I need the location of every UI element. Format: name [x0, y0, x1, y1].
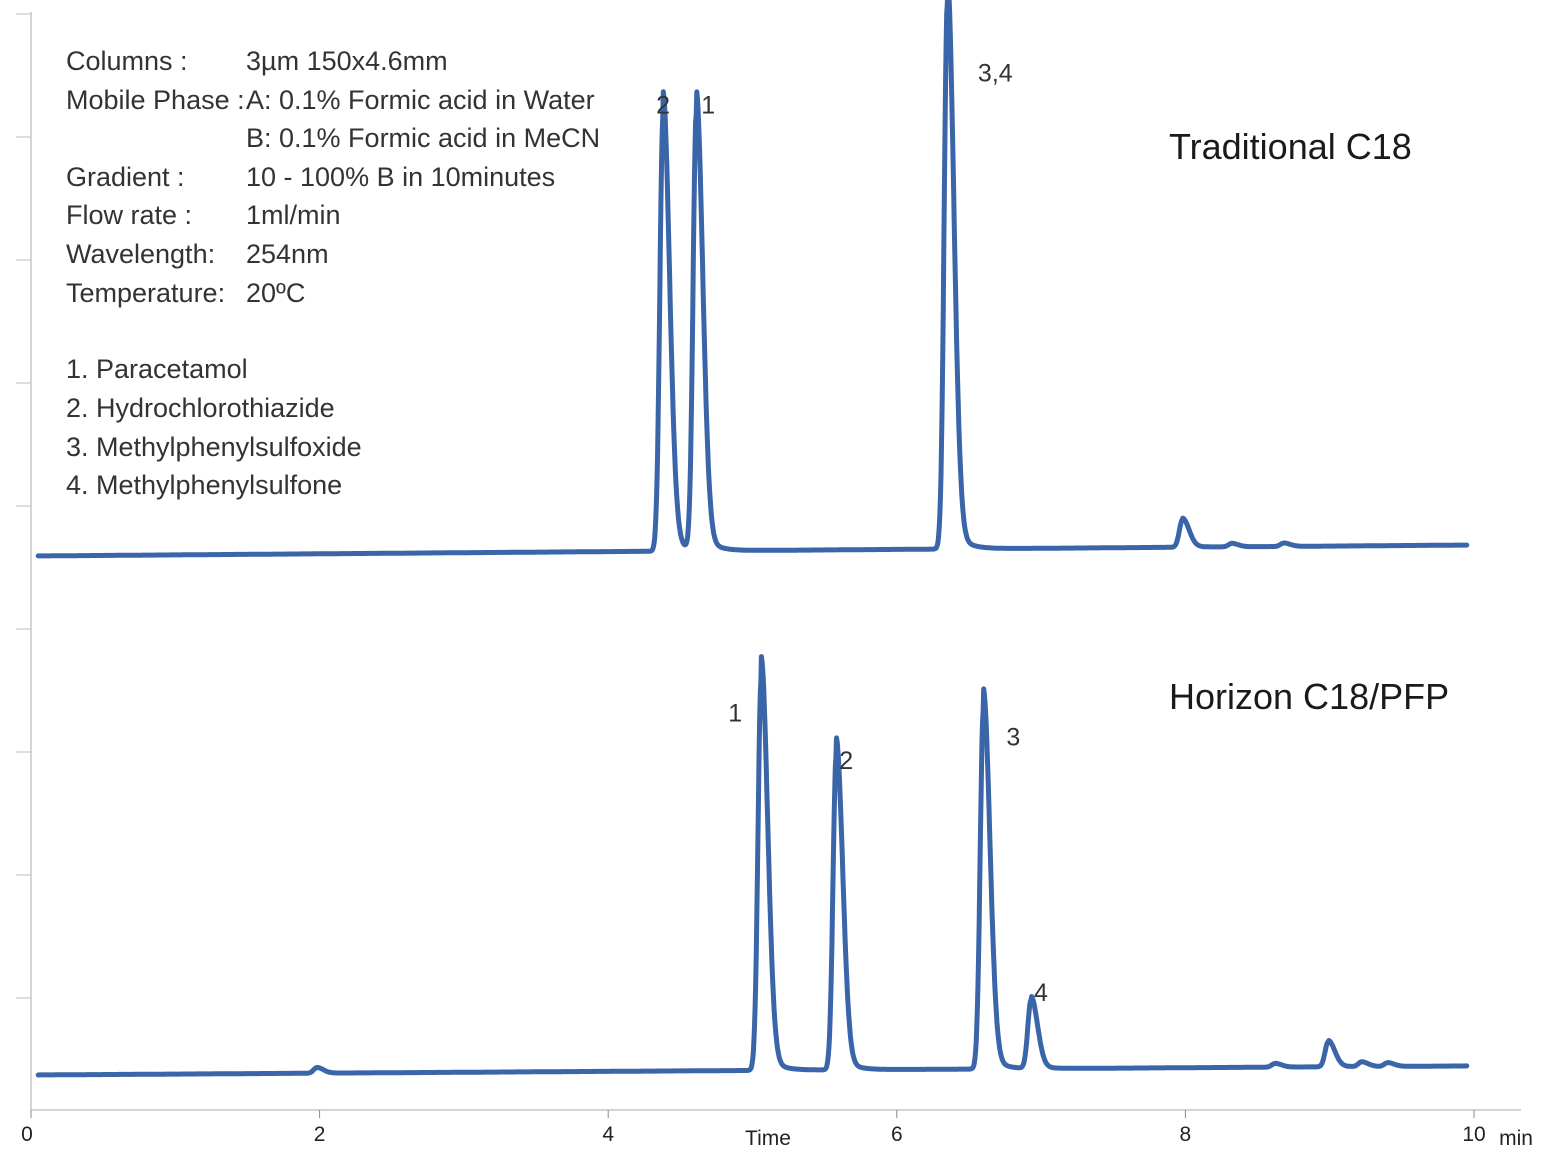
info-value: 3µm 150x4.6mm: [246, 46, 448, 76]
info-label: Flow rate :: [66, 200, 193, 231]
peak-label: 4: [1034, 979, 1048, 1007]
x-axis-title: Time: [745, 1127, 791, 1150]
panel-title-horizon: Horizon C18/PFP: [1169, 676, 1450, 717]
peak-label: 2: [656, 92, 670, 120]
info-label: Mobile Phase :: [66, 84, 245, 115]
info-value: 10 - 100% B in 10minutes: [246, 161, 556, 192]
peak-label: 2: [839, 747, 853, 775]
peak-label: 1: [701, 92, 715, 120]
info-value: A: 0.1% Formic acid in Water: [246, 84, 595, 115]
x-tick-label: 4: [602, 1123, 614, 1146]
x-tick-label: 2: [314, 1123, 326, 1146]
chromatogram-trace-traditional: [35, 0, 1470, 559]
compound-item: 3. Methylphenylsulfoxide: [66, 431, 362, 462]
peak-label: 3,4: [978, 60, 1013, 88]
peak-label: 3: [1006, 724, 1020, 752]
compound-item: 2. Hydrochlorothiazide: [66, 392, 335, 423]
panel-title-traditional: Traditional C18: [1169, 126, 1412, 167]
info-label: Columns :: [66, 46, 188, 76]
info-label: Wavelength:: [66, 238, 216, 269]
info-value: 254nm: [246, 238, 329, 269]
x-tick-label: 0: [21, 1123, 33, 1146]
info-value: B: 0.1% Formic acid in MeCN: [246, 123, 601, 154]
x-axis-unit: min: [1499, 1127, 1533, 1150]
info-label: Temperature:: [66, 277, 226, 308]
chromatogram-trace-horizon: [35, 654, 1470, 1078]
peak-label: 1: [728, 700, 742, 728]
x-tick-label: 8: [1180, 1123, 1192, 1146]
x-tick-label: 6: [891, 1123, 903, 1146]
info-value: 20ºC: [246, 277, 306, 308]
info-value: 1ml/min: [246, 200, 341, 231]
info-label: Gradient :: [66, 161, 185, 192]
compound-item: 4. Methylphenylsulfone: [66, 470, 343, 501]
compound-list: 1. Paracetamol 2. Hydrochlorothiazide 3.…: [66, 350, 362, 505]
compound-item: 1. Paracetamol: [66, 354, 248, 384]
x-tick-label: 10: [1462, 1123, 1485, 1146]
